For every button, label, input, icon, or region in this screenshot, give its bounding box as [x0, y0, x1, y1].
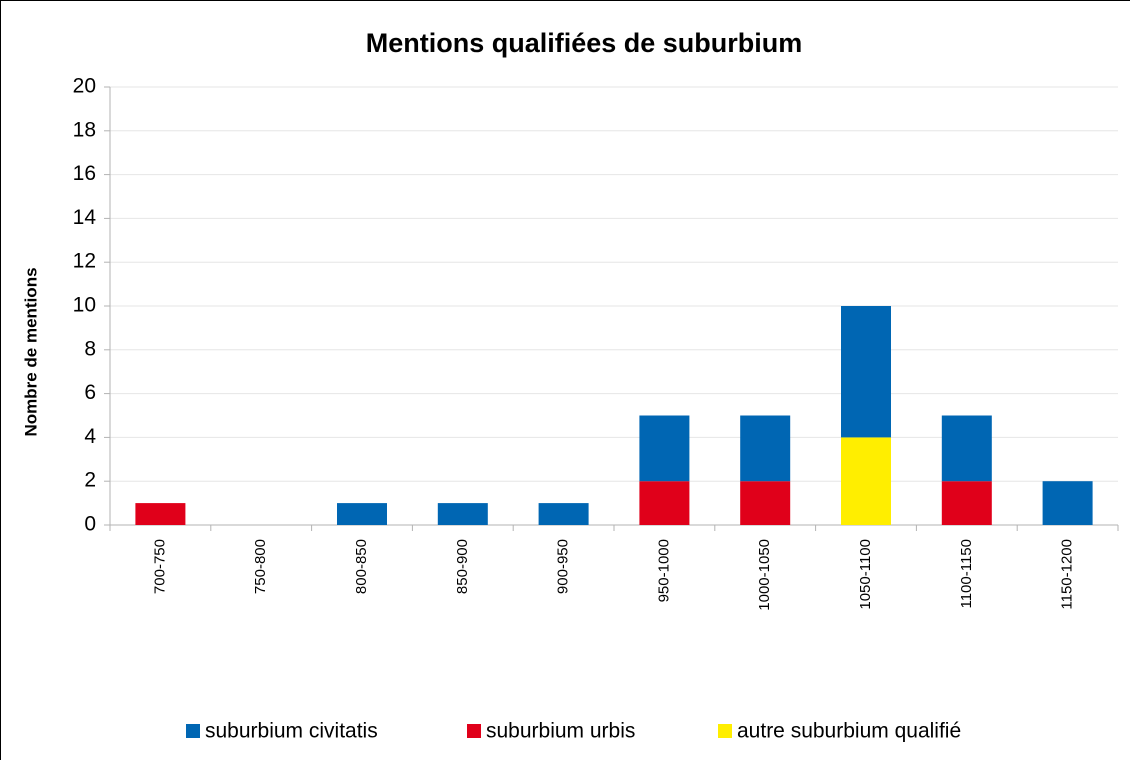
- x-tick-label: 900-950: [555, 539, 572, 594]
- bar-segment: [941, 481, 992, 525]
- bar-segment: [639, 481, 690, 525]
- y-axis-label: Nombre de mentions: [21, 267, 40, 436]
- legend-label: suburbium civitatis: [205, 720, 378, 743]
- bar-segment: [740, 481, 791, 525]
- x-tick-label: 850-900: [454, 539, 471, 594]
- x-tick-label: 700-750: [151, 539, 168, 594]
- legend-swatch: [718, 724, 732, 738]
- legend-label: autre suburbium qualifié: [737, 720, 961, 743]
- legend-swatch: [467, 724, 481, 738]
- bar-segment: [135, 503, 186, 525]
- y-tick-label: 10: [73, 294, 96, 317]
- bar-segment: [1042, 481, 1093, 525]
- y-tick-label: 6: [84, 381, 96, 404]
- y-tick-label: 4: [84, 425, 96, 448]
- bar-segment: [841, 437, 891, 525]
- x-tick-label: 950-1000: [655, 539, 672, 602]
- y-tick-label: 16: [73, 162, 96, 185]
- y-tick-label: 14: [73, 206, 97, 229]
- x-tick-label: 1000-1050: [756, 539, 773, 611]
- bar-segment: [639, 415, 690, 482]
- x-tick-label: 1050-1100: [857, 539, 874, 610]
- x-tick-label: 800-850: [353, 539, 370, 594]
- bar-segment: [941, 415, 992, 482]
- bar-segment: [740, 415, 791, 482]
- y-tick-label: 12: [73, 250, 96, 273]
- bar-segment: [841, 306, 891, 438]
- y-tick-label: 8: [84, 337, 96, 360]
- x-tick-label: 1100-1150: [958, 539, 975, 609]
- y-tick-label: 2: [84, 469, 96, 492]
- x-tick-label: 1150-1200: [1059, 539, 1076, 610]
- bar-segment: [538, 503, 589, 525]
- y-tick-label: 0: [84, 513, 96, 536]
- bar-segment: [337, 503, 387, 525]
- bar-segment: [437, 503, 488, 525]
- legend-swatch: [186, 724, 200, 738]
- y-tick-label: 18: [73, 118, 96, 141]
- x-tick-label: 750-800: [252, 539, 269, 594]
- y-tick-label: 20: [73, 75, 96, 98]
- legend-label: suburbium urbis: [486, 720, 635, 743]
- chart-title: Mentions qualifiées de suburbium: [366, 28, 803, 58]
